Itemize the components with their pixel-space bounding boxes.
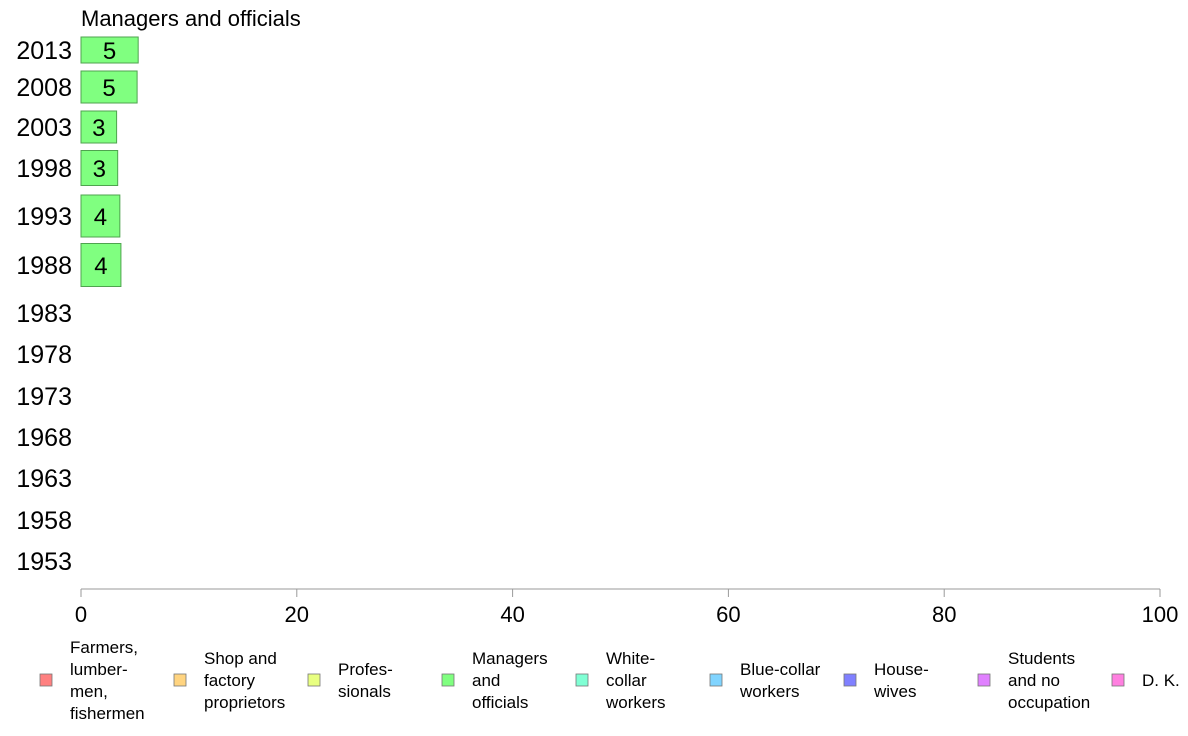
x-tick-label: 100 (1142, 602, 1179, 627)
legend-label: proprietors (204, 693, 285, 712)
legend-label: workers (605, 693, 666, 712)
year-label: 2013 (16, 37, 72, 65)
legend-label: Shop and (204, 649, 277, 668)
legend-label: collar (606, 671, 647, 690)
legend-label: workers (739, 682, 800, 701)
legend-label: Profes- (338, 660, 393, 679)
legend-swatch (173, 673, 187, 687)
chart-title: Managers and officials (81, 6, 301, 31)
year-label: 1953 (16, 548, 72, 576)
x-tick-label: 80 (932, 602, 956, 627)
x-axis: 0 20 40 60 80 100 (75, 588, 1179, 627)
bar (80, 243, 122, 287)
legend-label: Students (1008, 649, 1075, 668)
legend: Farmers, lumber-men, fishermen Shop and fact… (39, 638, 1180, 723)
bar-value-label: 4 (94, 204, 107, 231)
legend-swatch (977, 673, 991, 687)
x-tick-label: 0 (75, 602, 87, 627)
x-tick-label: 40 (500, 602, 524, 627)
legend-label: wives (873, 682, 917, 701)
bar-value-label: 3 (93, 156, 106, 183)
legend-label: Managers (472, 649, 548, 668)
legend-item: Profes-sionals (307, 660, 393, 701)
legend-swatch (307, 673, 321, 687)
legend-label: lumber- (70, 660, 128, 679)
year-label: 2003 (16, 114, 72, 142)
bar-value-label: 3 (92, 115, 105, 142)
bar (80, 110, 118, 144)
legend-item: D. K. (1111, 671, 1180, 690)
legend-label: sionals (338, 682, 391, 701)
legend-item: Managers and officials (441, 649, 548, 712)
legend-label: D. K. (1142, 671, 1180, 690)
bar-value-label: 4 (94, 253, 107, 280)
bar (80, 70, 138, 104)
legend-label: and (472, 671, 500, 690)
bar (80, 150, 119, 186)
legend-item: Students and no occupation (977, 649, 1090, 712)
bar (80, 194, 121, 238)
year-label: 1958 (16, 507, 72, 535)
bar (80, 36, 139, 64)
x-tick-label: 20 (285, 602, 309, 627)
year-label: 1978 (16, 341, 72, 369)
year-label: 1993 (16, 203, 72, 231)
legend-item: House-wives (843, 660, 929, 701)
legend-item: Farmers, lumber-men, fishermen (39, 638, 145, 723)
year-label: 2008 (16, 74, 72, 102)
year-label: 1983 (16, 300, 72, 328)
legend-swatch (1111, 673, 1125, 687)
year-label: 1988 (16, 252, 72, 280)
year-label: 1973 (16, 383, 72, 411)
legend-swatch (709, 673, 723, 687)
year-label: 1998 (16, 155, 72, 183)
legend-label: Farmers, (70, 638, 138, 657)
bar-rows: 2013 5 2008 5 2003 3 1998 3 1993 4 1988 4 1983 1978 19… (16, 36, 139, 576)
legend-label: White- (606, 649, 655, 668)
legend-label: fishermen (70, 704, 145, 723)
legend-label: Blue-collar (740, 660, 821, 679)
legend-label: officials (472, 693, 528, 712)
bar-value-label: 5 (103, 38, 116, 65)
bar-value-label: 5 (102, 75, 115, 102)
legend-label: occupation (1008, 693, 1090, 712)
legend-label: House- (874, 660, 929, 679)
legend-swatch (575, 673, 589, 687)
legend-swatch (39, 673, 53, 687)
x-tick-label: 60 (716, 602, 740, 627)
year-label: 1968 (16, 424, 72, 452)
legend-swatch (843, 673, 857, 687)
legend-swatch (441, 673, 455, 687)
legend-item: Blue-collar workers (709, 660, 821, 701)
legend-label: men, (70, 682, 108, 701)
legend-label: and no (1008, 671, 1060, 690)
legend-item: Shop and factory proprietors (173, 649, 285, 712)
year-label: 1963 (16, 465, 72, 493)
legend-label: factory (204, 671, 256, 690)
legend-item: White-collar workers (575, 649, 666, 712)
